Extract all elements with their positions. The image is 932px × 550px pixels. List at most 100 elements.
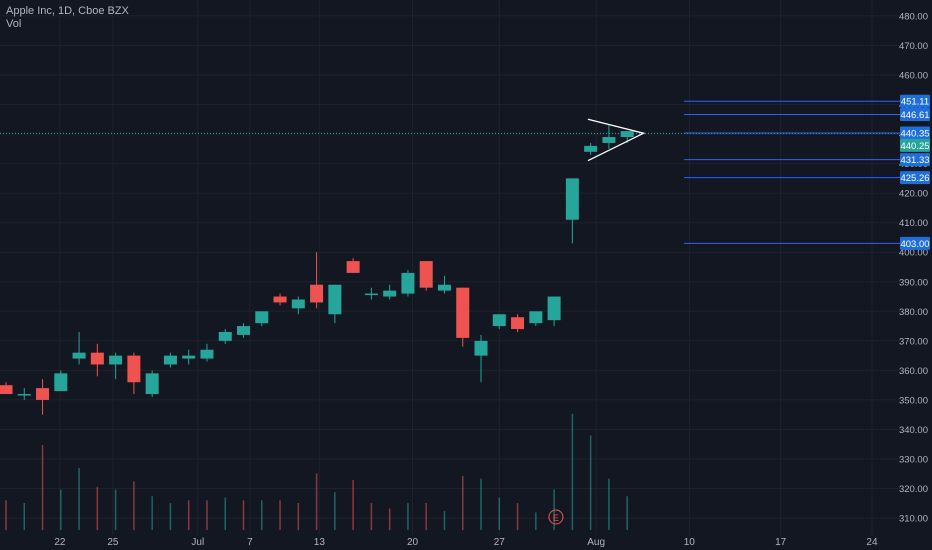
candle-body	[218, 331, 232, 341]
candle-body	[474, 340, 488, 356]
price-label-bg	[900, 94, 930, 108]
volume-bar	[261, 500, 263, 530]
x-tick-label: 7	[247, 537, 253, 548]
last-price-label: 440.25	[900, 141, 929, 152]
earnings-marker	[548, 509, 564, 525]
volume-bar	[443, 511, 446, 530]
price-level-label: 431.33	[900, 155, 929, 166]
candle-body	[456, 287, 470, 338]
x-tick-label: 13	[314, 537, 326, 548]
volume-bar	[224, 497, 226, 530]
x-tick-label: 20	[407, 537, 419, 548]
volume-bar	[279, 500, 281, 530]
volume-bar	[370, 503, 373, 530]
price-label-bg	[900, 126, 930, 140]
earnings-marker-label: E	[553, 513, 559, 523]
price-level-label: 440.35	[900, 129, 929, 140]
y-tick-label: 460.00	[899, 70, 928, 81]
volume-bar	[151, 496, 153, 530]
candle-body	[237, 326, 251, 335]
candle-body	[17, 394, 31, 396]
x-tick-label: Jul	[191, 537, 204, 548]
candle-body	[109, 355, 123, 365]
volume-bar	[96, 486, 99, 530]
candle-body	[511, 317, 525, 330]
price-label-bg	[900, 108, 930, 122]
chart-legend: Apple Inc, 1D, Cboe BZX Vol	[6, 5, 129, 31]
volume-bar	[516, 503, 519, 530]
volume-bar	[480, 478, 482, 530]
x-tick-label: 22	[54, 537, 66, 548]
volume-bar	[169, 503, 172, 530]
candle-body	[200, 349, 214, 359]
candle-body	[401, 272, 415, 294]
volume-bar	[462, 476, 464, 530]
volume-bar	[297, 503, 300, 530]
y-tick-label: 360.00	[899, 366, 928, 377]
volume-bar	[626, 496, 628, 530]
candle-body	[291, 299, 305, 309]
volume-bar	[78, 467, 80, 530]
candle-body	[163, 355, 177, 365]
volume-bar	[206, 500, 208, 530]
price-level-label: 403.00	[900, 239, 929, 250]
volume-bar	[608, 478, 610, 530]
symbol-title: Apple Inc, 1D, Cboe BZX	[6, 5, 129, 17]
price-level-label: 425.26	[900, 173, 929, 184]
candle-body	[310, 284, 324, 303]
volume-bar	[114, 489, 117, 530]
candle-body	[565, 178, 579, 220]
candle-body	[419, 261, 433, 288]
volume-bar	[425, 503, 427, 530]
volume-bar	[23, 503, 26, 530]
x-tick-label: 25	[107, 537, 119, 548]
candle-body	[492, 314, 506, 327]
y-tick-label: 470.00	[899, 41, 928, 52]
x-tick-label: 24	[866, 537, 878, 548]
y-tick-label: 310.00	[899, 514, 928, 525]
y-tick-label: 340.00	[899, 425, 928, 436]
x-tick-label: 10	[684, 537, 696, 548]
volume-bar	[60, 489, 62, 530]
y-tick-label: 320.00	[899, 484, 928, 495]
volume-bar	[571, 413, 574, 530]
candle-body	[602, 137, 616, 143]
volume-bar	[133, 481, 135, 530]
y-tick-label: 390.00	[899, 277, 928, 288]
volume-bar	[5, 500, 7, 530]
candle-body	[620, 131, 634, 138]
volume-bar	[315, 473, 318, 530]
y-tick-label: 400.00	[899, 248, 928, 259]
y-tick-label: 330.00	[899, 455, 928, 466]
candle-body	[0, 385, 13, 395]
price-label-bg	[900, 153, 930, 167]
volume-bar	[589, 435, 592, 530]
price-level-label: 446.61	[900, 110, 929, 121]
candle-body	[54, 373, 68, 392]
volume-bar	[352, 480, 354, 530]
candle-body	[273, 296, 287, 303]
volume-bar	[187, 500, 190, 530]
y-tick-label: 380.00	[899, 307, 928, 318]
candle-body	[182, 355, 196, 359]
triangle-pattern	[587, 118, 646, 162]
volume-bar	[41, 444, 44, 530]
price-level-label: 451.11	[901, 97, 929, 108]
candle-body	[437, 284, 451, 291]
candle-body	[383, 290, 397, 297]
candle-body	[346, 261, 360, 273]
volume-bar	[388, 508, 391, 530]
volume-bar	[242, 500, 245, 530]
y-tick-label: 480.00	[899, 11, 928, 22]
candle-body	[72, 352, 86, 359]
y-tick-label: 420.00	[899, 189, 928, 200]
price-label-bg	[900, 138, 930, 152]
candle-body	[328, 284, 342, 315]
volume-bar	[535, 512, 537, 530]
candle-body	[547, 296, 561, 321]
price-label-bg	[900, 236, 930, 250]
y-tick-label: 410.00	[899, 218, 928, 229]
candle-body	[255, 311, 269, 324]
